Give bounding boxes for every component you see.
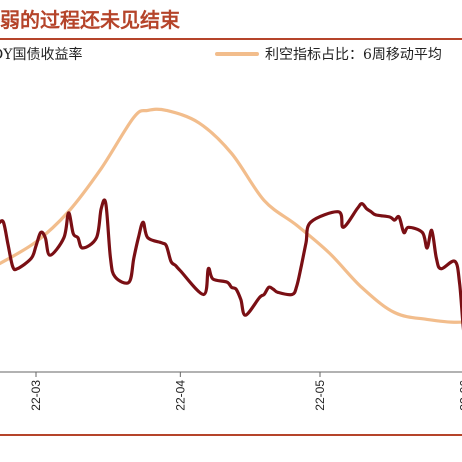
x-tick-label: 22-06 — [457, 380, 462, 411]
legend-label-bond-yield: DY国债收益率 — [0, 47, 83, 63]
legend-swatch-bearish-ratio — [215, 52, 259, 56]
series-line-bond-yield — [0, 198, 462, 331]
x-axis: 22-03 22-04 22-05 22-06 — [0, 371, 462, 411]
legend-item-bond-yield: DY国债收益率 — [0, 44, 82, 64]
bottom-rule — [0, 434, 462, 436]
chart-title: 弱的过程还未见结束 — [0, 8, 180, 32]
x-tick-label: 22-05 — [313, 380, 327, 411]
series-layer — [0, 107, 462, 331]
legend-label-bearish-ratio: 利空指标占比：6周移动平均 — [265, 47, 442, 63]
title-bar: 弱的过程还未见结束 — [0, 0, 462, 40]
x-tick-label: 22-03 — [29, 380, 43, 411]
legend-item-bearish-ratio: 利空指标占比：6周移动平均 — [215, 44, 442, 64]
series-line-bearish-ratio — [0, 107, 462, 324]
x-tick-label: 22-04 — [173, 380, 187, 411]
